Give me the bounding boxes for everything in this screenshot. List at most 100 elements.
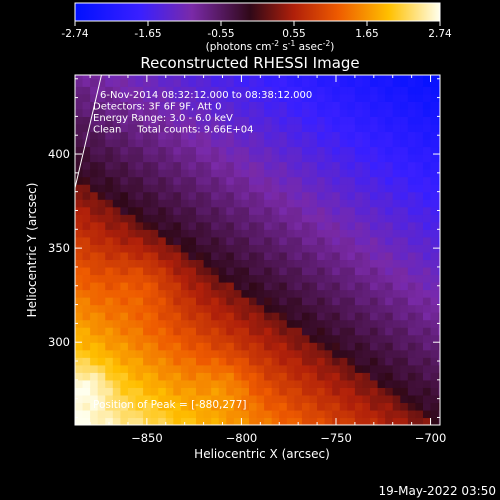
- heatmap-cell: [324, 184, 333, 193]
- heatmap-cell: [173, 349, 182, 358]
- heatmap-cell: [324, 349, 333, 358]
- heatmap-cell: [180, 221, 190, 230]
- heatmap-cell: [241, 266, 250, 276]
- heatmap-cell: [120, 409, 129, 419]
- heatmap-cell: [196, 402, 205, 411]
- heatmap-cell: [135, 409, 144, 419]
- heatmap-cell: [105, 266, 114, 276]
- heatmap-cell: [339, 259, 348, 268]
- heatmap-cell: [143, 184, 152, 193]
- heatmap-cell: [203, 123, 212, 133]
- heatmap-cell: [256, 221, 265, 230]
- heatmap-cell: [135, 327, 144, 336]
- heatmap-cell: [75, 304, 84, 313]
- heatmap-cell: [150, 281, 159, 291]
- heatmap-cell: [370, 191, 379, 200]
- heatmap-cell: [90, 123, 99, 133]
- heatmap-cell: [135, 138, 144, 148]
- heatmap-cell: [97, 131, 106, 140]
- heatmap-cell: [226, 236, 235, 245]
- heatmap-cell: [165, 274, 174, 283]
- heatmap-cell: [233, 342, 243, 351]
- heatmap-cell: [271, 251, 280, 261]
- heatmap-cell: [370, 304, 379, 313]
- heatmap-cell: [135, 349, 144, 358]
- heatmap-cell: [211, 289, 220, 298]
- heatmap-cell: [120, 417, 129, 425]
- heatmap-cell: [407, 244, 417, 253]
- heatmap-cell: [82, 214, 91, 223]
- heatmap-cell: [264, 176, 273, 185]
- heatmap-cell: [370, 379, 379, 388]
- heatmap-cell: [354, 394, 364, 404]
- heatmap-cell: [309, 214, 318, 223]
- heatmap-cell: [309, 327, 318, 336]
- heatmap-cell: [347, 357, 356, 366]
- heatmap-cell: [422, 191, 432, 200]
- heatmap-cell: [165, 244, 174, 253]
- heatmap-cell: [82, 123, 91, 133]
- heatmap-cell: [385, 274, 394, 283]
- heatmap-cell: [279, 221, 288, 230]
- heatmap-cell: [226, 334, 235, 343]
- heatmap-cell: [135, 123, 144, 133]
- heatmap-cell: [385, 379, 394, 388]
- heatmap-cell: [203, 206, 212, 215]
- heatmap-cell: [385, 116, 394, 125]
- heatmap-cell: [226, 409, 235, 419]
- heatmap-cell: [430, 394, 439, 404]
- heatmap-cell: [90, 244, 99, 253]
- heatmap-cell: [196, 138, 205, 148]
- heatmap-cell: [347, 417, 356, 425]
- heatmap-cell: [90, 131, 99, 140]
- heatmap-cell: [407, 221, 417, 230]
- heatmap-cell: [135, 229, 144, 238]
- heatmap-cell: [385, 327, 394, 336]
- heatmap-cell: [158, 116, 167, 125]
- heatmap-cell: [279, 123, 288, 133]
- heatmap-cell: [294, 236, 303, 245]
- heatmap-cell: [143, 409, 152, 419]
- plot-area: [75, 75, 440, 425]
- heatmap-cell: [324, 108, 333, 117]
- heatmap-cell: [422, 364, 432, 373]
- heatmap-cell: [339, 319, 348, 328]
- heatmap-cell: [377, 312, 386, 321]
- heatmap-cell: [415, 312, 424, 321]
- heatmap-cell: [196, 75, 205, 80]
- heatmap-cell: [294, 123, 303, 133]
- heatmap-cell: [385, 146, 394, 155]
- heatmap-cell: [233, 86, 243, 95]
- heatmap-cell: [279, 394, 288, 404]
- heatmap-cell: [127, 357, 137, 366]
- heatmap-cell: [127, 131, 137, 140]
- heatmap-cell: [203, 364, 212, 373]
- heatmap-cell: [211, 394, 220, 404]
- heatmap-cell: [75, 387, 84, 396]
- heatmap-cell: [112, 327, 121, 336]
- heatmap-cell: [385, 342, 394, 351]
- heatmap-cell: [317, 312, 326, 321]
- heatmap-cell: [332, 342, 341, 351]
- heatmap-cell: [438, 274, 440, 283]
- heatmap-cell: [294, 101, 303, 110]
- heatmap-cell: [82, 131, 91, 140]
- heatmap-cell: [173, 131, 182, 140]
- heatmap-cell: [82, 206, 91, 215]
- heatmap-cell: [294, 161, 303, 170]
- heatmap-cell: [90, 289, 99, 298]
- heatmap-cell: [150, 387, 159, 396]
- heatmap-cell: [226, 108, 235, 117]
- heatmap-cell: [271, 387, 280, 396]
- heatmap-cell: [90, 236, 99, 245]
- heatmap-cell: [430, 289, 439, 298]
- heatmap-cell: [256, 101, 265, 110]
- heatmap-cell: [173, 101, 182, 110]
- heatmap-cell: [294, 274, 303, 283]
- heatmap-cell: [324, 304, 333, 313]
- heatmap-cell: [430, 169, 439, 178]
- heatmap-cell: [158, 138, 167, 148]
- heatmap-cell: [385, 93, 394, 102]
- heatmap-cell: [332, 379, 341, 388]
- heatmap-cell: [226, 244, 235, 253]
